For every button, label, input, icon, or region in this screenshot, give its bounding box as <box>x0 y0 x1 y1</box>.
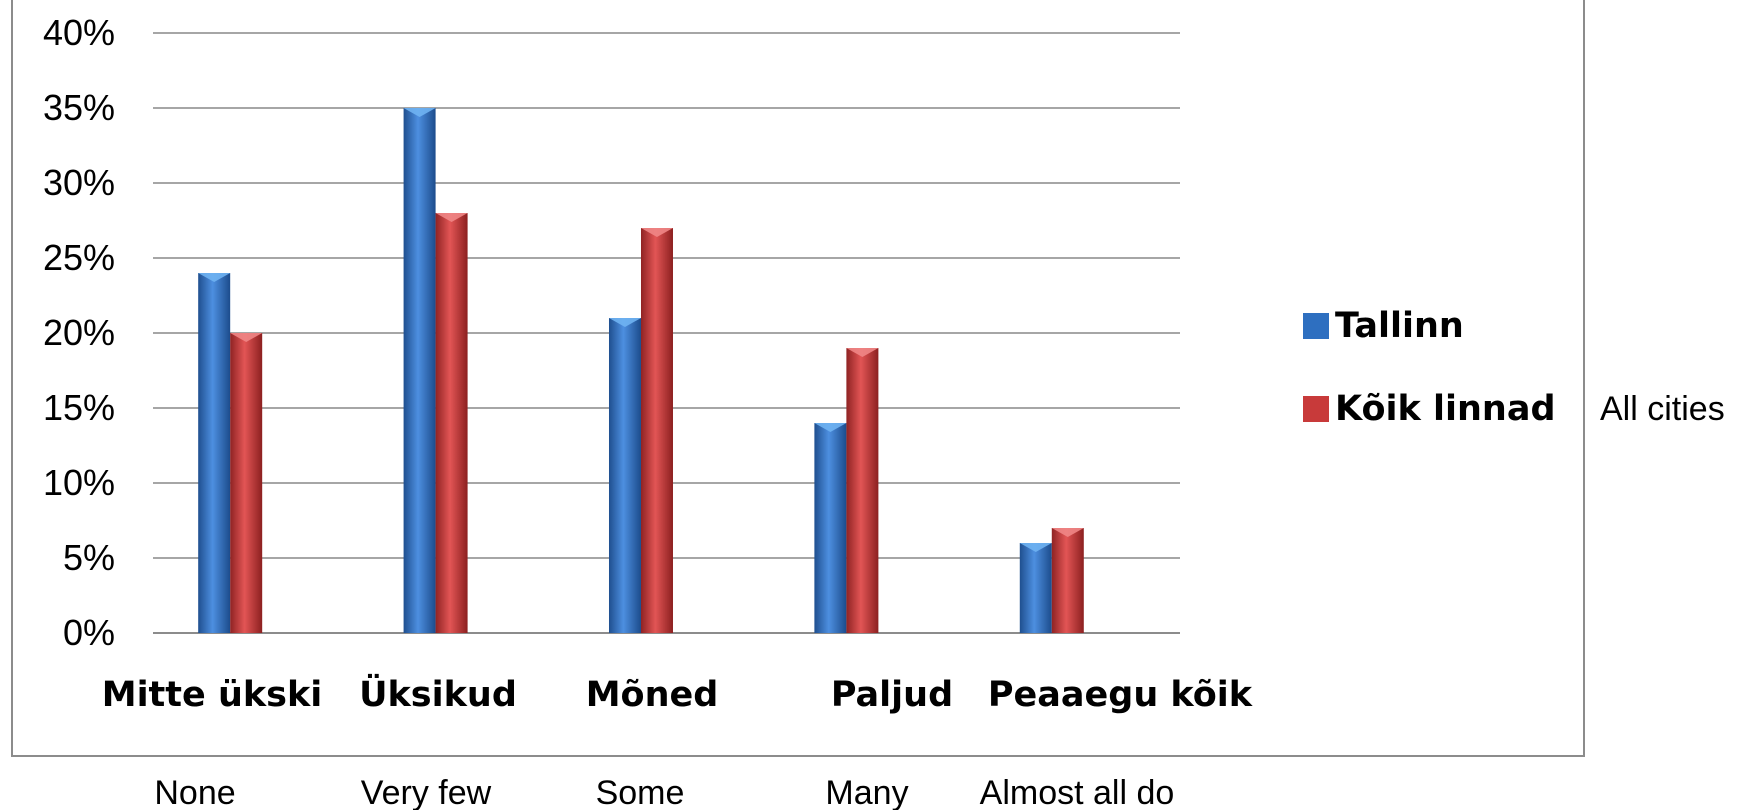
category-label: Paljud <box>831 675 953 715</box>
bar-koik-linnad-2 <box>640 228 673 633</box>
bar-tallinn-3 <box>814 423 847 633</box>
legend-swatch-koik-linnad <box>1303 396 1329 422</box>
category-translation: None <box>154 774 235 810</box>
y-tick-label: 40% <box>43 12 115 53</box>
category-label: Mitte ükski <box>102 675 323 715</box>
bar-cap <box>1051 528 1084 537</box>
bar-cap <box>230 333 263 342</box>
bar-koik-linnad-3 <box>846 348 879 633</box>
category-translations: None Very few Some Many Almost all do <box>154 774 1174 810</box>
y-axis-ticks: 0% 5% 10% 15% 20% 25% 30% 35% 40% <box>43 12 115 653</box>
legend-swatch-tallinn <box>1303 313 1329 339</box>
bar-koik-linnad-0 <box>230 333 263 633</box>
category-label: Üksikud <box>359 673 517 715</box>
y-tick-label: 20% <box>43 312 115 353</box>
legend-label-koik-linnad: Kõik linnad <box>1335 389 1556 429</box>
y-tick-label: 25% <box>43 237 115 278</box>
y-tick-label: 15% <box>43 387 115 428</box>
bar-tallinn-0 <box>198 273 231 633</box>
bars <box>198 108 1084 633</box>
legend: Tallinn Kõik linnad <box>1303 306 1556 429</box>
category-labels: Mitte ükski Üksikud Mõned Paljud Peaaegu kõi… <box>102 673 1253 715</box>
category-translation: Very few <box>361 774 492 810</box>
category-translation: Many <box>825 774 908 810</box>
bar-tallinn-2 <box>608 318 641 633</box>
bar-tallinn-1 <box>403 108 436 633</box>
category-label: Peaaegu kõik <box>988 675 1253 715</box>
legend-label-tallinn: Tallinn <box>1335 306 1464 346</box>
bar-tallinn-4 <box>1019 543 1052 633</box>
chart-frame <box>11 0 1585 757</box>
bar-cap <box>814 423 847 432</box>
bar-cap <box>1019 543 1052 552</box>
bar-cap <box>846 348 879 357</box>
bar-cap <box>403 108 436 117</box>
y-tick-label: 5% <box>63 537 115 578</box>
bar-cap <box>435 213 468 222</box>
y-tick-label: 10% <box>43 462 115 503</box>
y-tick-label: 30% <box>43 162 115 203</box>
bar-koik-linnad-1 <box>435 213 468 633</box>
category-translation: Some <box>596 774 685 810</box>
y-tick-label: 35% <box>43 87 115 128</box>
bar-cap <box>608 318 641 327</box>
y-tick-label: 0% <box>63 612 115 653</box>
bar-cap <box>198 273 231 282</box>
bar-cap <box>640 228 673 237</box>
category-label: Mõned <box>586 675 719 715</box>
legend-translation-all-cities: All cities <box>1600 390 1725 428</box>
bar-koik-linnad-4 <box>1051 528 1084 633</box>
category-translation: Almost all do <box>980 774 1175 810</box>
